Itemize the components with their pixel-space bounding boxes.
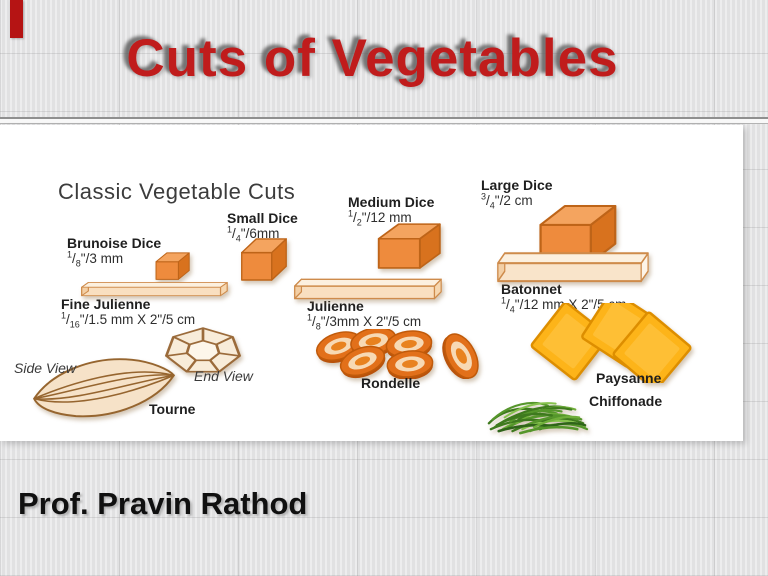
- end-view-label: End View: [194, 368, 253, 384]
- fine-julienne-stick-illustration: [76, 281, 231, 298]
- paysanne-illustration: [528, 303, 698, 383]
- tourne-label: Tourne: [149, 401, 196, 417]
- chiffonade-label: Chiffonade: [589, 393, 663, 409]
- cut-label-brunoise-dice: Brunoise Dice 1/8"/3 mm: [67, 235, 162, 269]
- cut-label-batonnet: Batonnet 1/4"/12 mm X 2"/5 cm: [501, 281, 627, 315]
- diagram-heading: Classic Vegetable Cuts: [58, 179, 296, 204]
- medium-dice-cube-illustration: [375, 221, 456, 269]
- cut-label-fine-julienne: Fine Julienne 1/16"/1.5 mm X 2"/5 cm: [61, 296, 196, 330]
- cut-label-medium-dice: Medium Dice 1/2"/12 mm: [348, 194, 435, 228]
- accent-bar: [10, 0, 23, 38]
- small-dice-cube-illustration: [239, 236, 298, 281]
- brunoise-cube-illustration: [154, 251, 198, 280]
- tourne-side-view-illustration: [30, 354, 178, 420]
- chiffonade-illustration: [482, 384, 592, 438]
- title-divider: [0, 117, 768, 125]
- tourne-end-view-illustration: [160, 327, 246, 375]
- cut-label-small-dice: Small Dice 1/4"/6mm: [227, 210, 298, 244]
- batonnet-stick-illustration: [492, 250, 652, 286]
- rondelle-illustration: [311, 329, 499, 379]
- paysanne-label: Paysanne: [596, 370, 662, 386]
- cut-label-julienne: Julienne 1/8"/3mm X 2"/5 cm: [307, 298, 422, 332]
- cut-label-large-dice: Large Dice 3/4"/2 cm: [481, 177, 553, 211]
- slide-title: Cuts of Vegetables: [126, 29, 619, 88]
- author-name: Prof. Pravin Rathod: [18, 486, 308, 521]
- rondelle-label: Rondelle: [361, 375, 421, 391]
- side-view-label: Side View: [14, 360, 77, 376]
- julienne-stick-illustration: [289, 277, 445, 302]
